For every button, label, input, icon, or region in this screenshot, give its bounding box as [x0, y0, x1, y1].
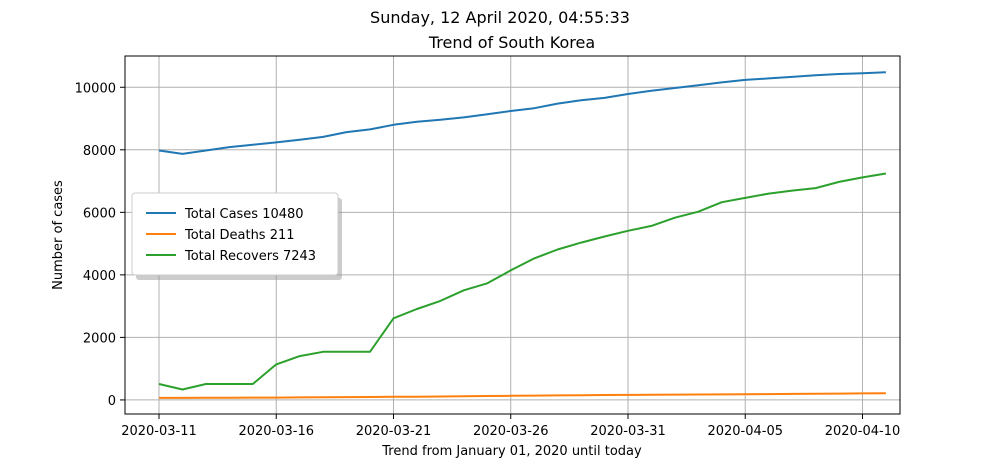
- x-tick-label: 2020-03-11: [121, 424, 197, 439]
- y-tick-label: 10000: [75, 81, 116, 96]
- y-axis-ticks: 0 2000 4000 6000 8000 10000: [75, 81, 125, 409]
- x-tick-label: 2020-04-10: [825, 424, 901, 439]
- chart-title: Trend of South Korea: [428, 33, 595, 52]
- x-tick-label: 2020-04-05: [707, 424, 783, 439]
- y-tick-label: 8000: [83, 144, 116, 159]
- series-lines: [158, 71, 887, 399]
- legend-box: [131, 192, 339, 276]
- x-tick-label: 2020-03-21: [356, 424, 432, 439]
- x-tick-label: 2020-03-31: [590, 424, 666, 439]
- legend: Total Cases 10480 Total Deaths 211 Total R…: [131, 192, 342, 280]
- y-axis-label: Number of cases: [51, 180, 66, 290]
- chart-suptitle: Sunday, 12 April 2020, 04:55:33: [370, 8, 630, 27]
- legend-label: Total Cases 10480: [184, 207, 304, 222]
- series-line-2: [159, 392, 886, 399]
- x-axis-ticks: 2020-03-11 2020-03-16 2020-03-21 2020-03-26…: [121, 414, 900, 439]
- series-line-1: [158, 71, 886, 155]
- x-axis-label: Trend from January 01, 2020 until today: [381, 444, 642, 459]
- x-tick-label: 2020-03-26: [473, 424, 549, 439]
- plot-area-frame: [124, 55, 901, 415]
- legend-label: Total Recovers 7243: [184, 249, 316, 264]
- series-line-3: [158, 172, 887, 391]
- y-tick-label: 2000: [83, 331, 116, 346]
- y-tick-label: 6000: [83, 206, 116, 221]
- legend-entries: Total Cases 10480 Total Deaths 211 Total R…: [146, 207, 316, 264]
- x-tick-label: 2020-03-16: [238, 424, 314, 439]
- y-tick-label: 0: [108, 394, 116, 409]
- y-tick-label: 4000: [83, 269, 116, 284]
- legend-label: Total Deaths 211: [184, 228, 295, 243]
